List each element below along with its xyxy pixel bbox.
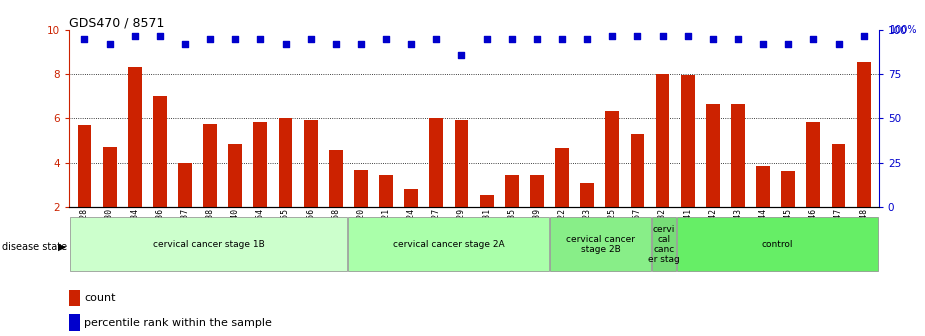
Bar [631,134,645,207]
Point [529,36,544,42]
Bar [379,175,393,207]
Bar [656,74,670,207]
Text: ▶: ▶ [58,242,67,252]
Point [102,42,117,47]
Bar [681,76,695,207]
Bar [505,175,519,207]
Text: GDS470 / 8571: GDS470 / 8571 [69,16,165,29]
Bar [757,166,770,207]
Bar [153,96,166,207]
Point [353,42,368,47]
Bar [530,175,544,207]
Bar [731,104,745,207]
Bar [253,122,267,207]
Point [203,36,217,42]
Bar [128,67,142,207]
Text: 100%: 100% [890,25,918,35]
Point [228,36,242,42]
Bar [78,125,92,207]
Point [781,42,796,47]
Point [404,42,419,47]
Bar [69,314,80,331]
Bar [454,120,468,207]
Point [655,33,670,38]
Bar [807,122,820,207]
Point [504,36,519,42]
Point [303,36,318,42]
Bar [580,183,594,207]
Bar [354,170,368,207]
Bar [832,144,845,207]
FancyBboxPatch shape [348,217,549,271]
Point [555,36,570,42]
Bar [204,124,217,207]
Text: control: control [762,240,794,249]
Point [580,36,595,42]
Point [128,33,142,38]
Point [857,33,871,38]
Text: count: count [84,293,116,303]
Bar [404,189,418,207]
Point [278,42,293,47]
Bar [857,62,870,207]
FancyBboxPatch shape [651,217,676,271]
FancyBboxPatch shape [677,217,878,271]
Point [454,52,469,58]
Bar [706,104,720,207]
Bar [278,119,292,207]
Point [832,42,846,47]
Text: cervi
cal
canc
er stag: cervi cal canc er stag [648,225,680,264]
Bar [782,171,796,207]
Bar [329,151,343,207]
Point [630,33,645,38]
Point [429,36,444,42]
Bar [179,163,191,207]
Point [680,33,695,38]
Bar [228,144,242,207]
Point [378,36,393,42]
FancyBboxPatch shape [550,217,650,271]
Text: cervical cancer stage 2A: cervical cancer stage 2A [393,240,504,249]
Bar [429,119,443,207]
Point [153,33,167,38]
Point [731,36,746,42]
Point [253,36,268,42]
Text: cervical cancer stage 1B: cervical cancer stage 1B [153,240,265,249]
Point [806,36,820,42]
Point [605,33,620,38]
Point [178,42,192,47]
Point [706,36,721,42]
Bar [605,111,619,207]
Text: disease state: disease state [2,242,67,252]
Bar [555,148,569,207]
Bar [103,147,117,207]
Bar [480,195,494,207]
Point [77,36,92,42]
Point [479,36,494,42]
Point [328,42,343,47]
Bar [69,290,80,306]
FancyBboxPatch shape [70,217,347,271]
Text: percentile rank within the sample: percentile rank within the sample [84,318,272,328]
Text: cervical cancer
stage 2B: cervical cancer stage 2B [566,235,635,254]
Bar [303,120,317,207]
Point [756,42,771,47]
